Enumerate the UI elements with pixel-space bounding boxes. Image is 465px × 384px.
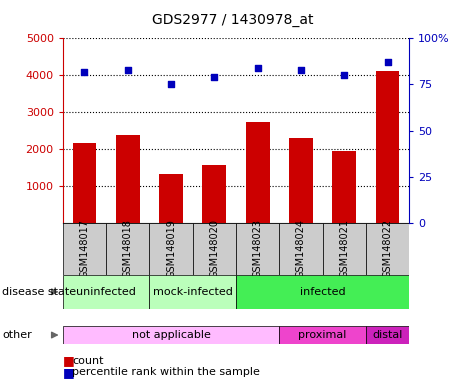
Text: percentile rank within the sample: percentile rank within the sample (72, 367, 260, 377)
Bar (366, 223, 409, 275)
Text: not applicable: not applicable (132, 330, 211, 340)
Bar (279, 223, 323, 275)
Bar (376, 71, 399, 223)
Bar (63, 223, 106, 275)
Text: GSM148023: GSM148023 (252, 219, 263, 278)
Point (297, 67, 305, 73)
Text: ■: ■ (63, 366, 74, 379)
Bar (366, 326, 409, 344)
Bar (202, 165, 226, 223)
Text: distal: distal (372, 330, 403, 340)
Bar (236, 223, 279, 275)
Text: GDS2977 / 1430978_at: GDS2977 / 1430978_at (152, 13, 313, 27)
Text: GSM148020: GSM148020 (209, 219, 219, 278)
Bar (236, 275, 409, 309)
Text: GSM148022: GSM148022 (383, 219, 392, 278)
Text: GSM148018: GSM148018 (123, 219, 133, 278)
Point (81, 68, 88, 74)
Text: GSM148021: GSM148021 (339, 219, 349, 278)
Bar (246, 122, 270, 223)
Bar (149, 223, 193, 275)
Bar (289, 138, 313, 223)
Point (254, 65, 261, 71)
Text: other: other (2, 330, 32, 340)
Text: GSM148017: GSM148017 (80, 219, 89, 278)
Text: count: count (72, 356, 104, 366)
Text: GSM148019: GSM148019 (166, 219, 176, 278)
Point (211, 74, 218, 80)
Bar (159, 174, 183, 223)
Text: GSM148024: GSM148024 (296, 219, 306, 278)
Bar (63, 275, 149, 309)
Text: mock-infected: mock-infected (153, 287, 232, 297)
Bar (193, 223, 236, 275)
Bar (73, 144, 96, 223)
Text: disease state: disease state (2, 287, 76, 297)
Point (340, 72, 348, 78)
Point (384, 59, 391, 65)
Point (167, 81, 175, 88)
Bar (116, 135, 140, 223)
Text: infected: infected (300, 287, 345, 297)
Bar (279, 326, 366, 344)
Bar (106, 223, 149, 275)
Bar (63, 326, 279, 344)
Text: proximal: proximal (299, 330, 347, 340)
Point (124, 67, 132, 73)
Text: ■: ■ (63, 354, 74, 367)
Bar (149, 275, 236, 309)
Bar (323, 223, 366, 275)
Bar (332, 151, 356, 223)
Text: uninfected: uninfected (76, 287, 136, 297)
